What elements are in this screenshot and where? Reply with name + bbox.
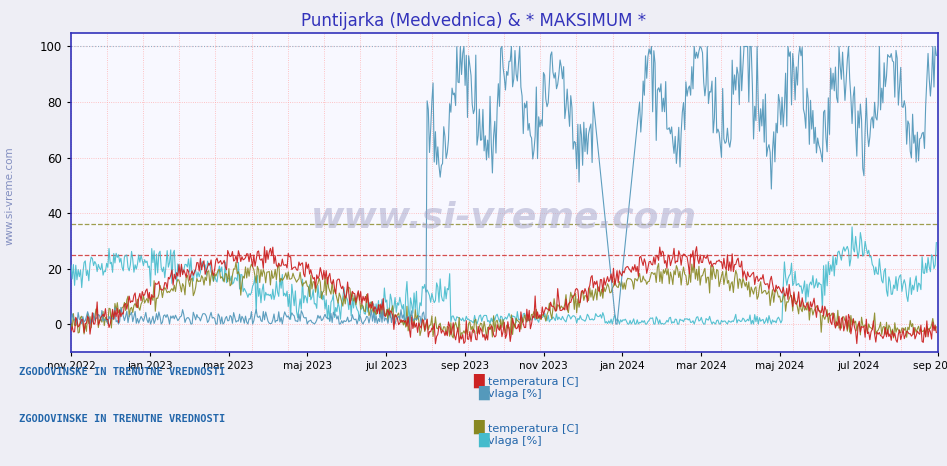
Text: ZGODOVINSKE IN TRENUTNE VREDNOSTI: ZGODOVINSKE IN TRENUTNE VREDNOSTI <box>19 414 225 424</box>
Text: ZGODOVINSKE IN TRENUTNE VREDNOSTI: ZGODOVINSKE IN TRENUTNE VREDNOSTI <box>19 367 225 377</box>
Text: www.si-vreme.com: www.si-vreme.com <box>312 201 697 235</box>
Text: █: █ <box>474 420 484 434</box>
Text: █: █ <box>478 386 489 400</box>
Text: █: █ <box>474 373 484 388</box>
Text: www.si-vreme.com: www.si-vreme.com <box>5 146 15 245</box>
Text: temperatura [C]: temperatura [C] <box>488 424 579 434</box>
Text: temperatura [C]: temperatura [C] <box>488 377 579 387</box>
Text: vlaga [%]: vlaga [%] <box>488 389 542 399</box>
Text: Puntijarka (Medvednica) & * MAKSIMUM *: Puntijarka (Medvednica) & * MAKSIMUM * <box>301 12 646 30</box>
Text: vlaga [%]: vlaga [%] <box>488 436 542 445</box>
Text: █: █ <box>478 432 489 447</box>
